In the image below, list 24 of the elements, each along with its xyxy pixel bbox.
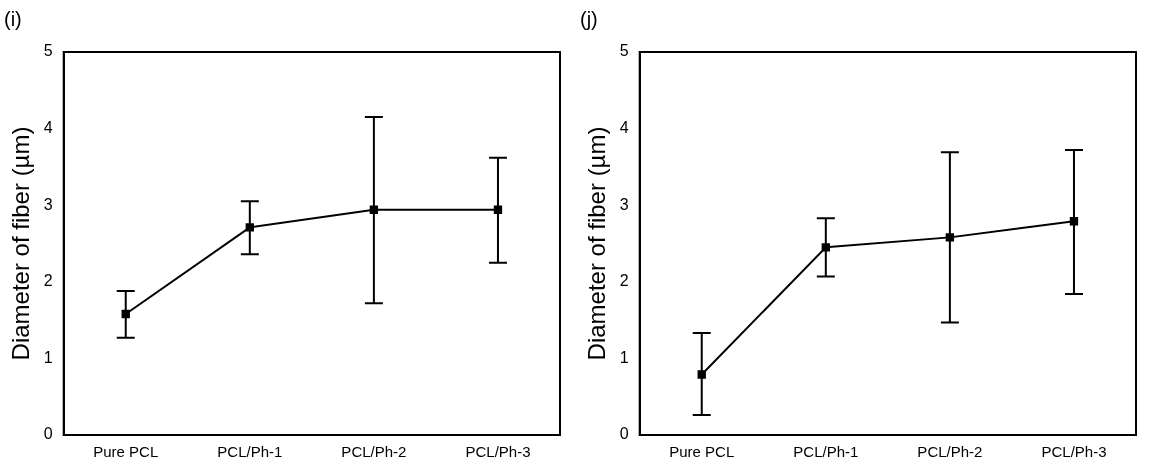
y-axis-title: Diameter of fiber (µm) xyxy=(7,126,35,361)
y-tick-label: 1 xyxy=(619,348,629,366)
y-tick-label: 2 xyxy=(619,272,629,290)
x-tick-label: PCL/Ph-1 xyxy=(217,443,283,461)
x-tick-label: Pure PCL xyxy=(669,443,735,461)
y-tick-label: 4 xyxy=(43,119,53,137)
y-tick-label: 5 xyxy=(43,42,53,60)
chart-title: (i) xyxy=(4,7,22,30)
x-tick-label: PCL/Ph-2 xyxy=(341,443,407,461)
x-tick-label: PCL/Ph-2 xyxy=(917,443,983,461)
x-tick-label: PCL/Ph-1 xyxy=(793,443,859,461)
y-tick-label: 5 xyxy=(619,42,629,60)
y-tick-label: 0 xyxy=(43,425,53,443)
y-tick-label: 1 xyxy=(43,348,53,366)
y-tick-label: 3 xyxy=(619,195,629,213)
y-tick-label: 0 xyxy=(619,425,629,443)
x-tick-label: PCL/Ph-3 xyxy=(465,443,531,461)
chart-title: (j) xyxy=(580,7,598,30)
x-tick-label: Pure PCL xyxy=(93,443,159,461)
y-tick-label: 2 xyxy=(43,272,53,290)
x-tick-label: PCL/Ph-3 xyxy=(1041,443,1107,461)
y-tick-label: 3 xyxy=(43,195,53,213)
y-axis-title: Diameter of fiber (µm) xyxy=(583,126,611,361)
y-tick-label: 4 xyxy=(619,119,629,137)
